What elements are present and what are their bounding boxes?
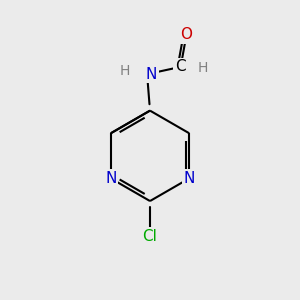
- Text: H: H: [120, 64, 130, 78]
- Text: O: O: [181, 27, 193, 42]
- Text: C: C: [175, 59, 186, 74]
- Text: H: H: [197, 61, 208, 75]
- Text: N: N: [105, 171, 116, 186]
- Text: N: N: [146, 67, 157, 82]
- Text: Cl: Cl: [142, 229, 158, 244]
- Text: N: N: [184, 171, 195, 186]
